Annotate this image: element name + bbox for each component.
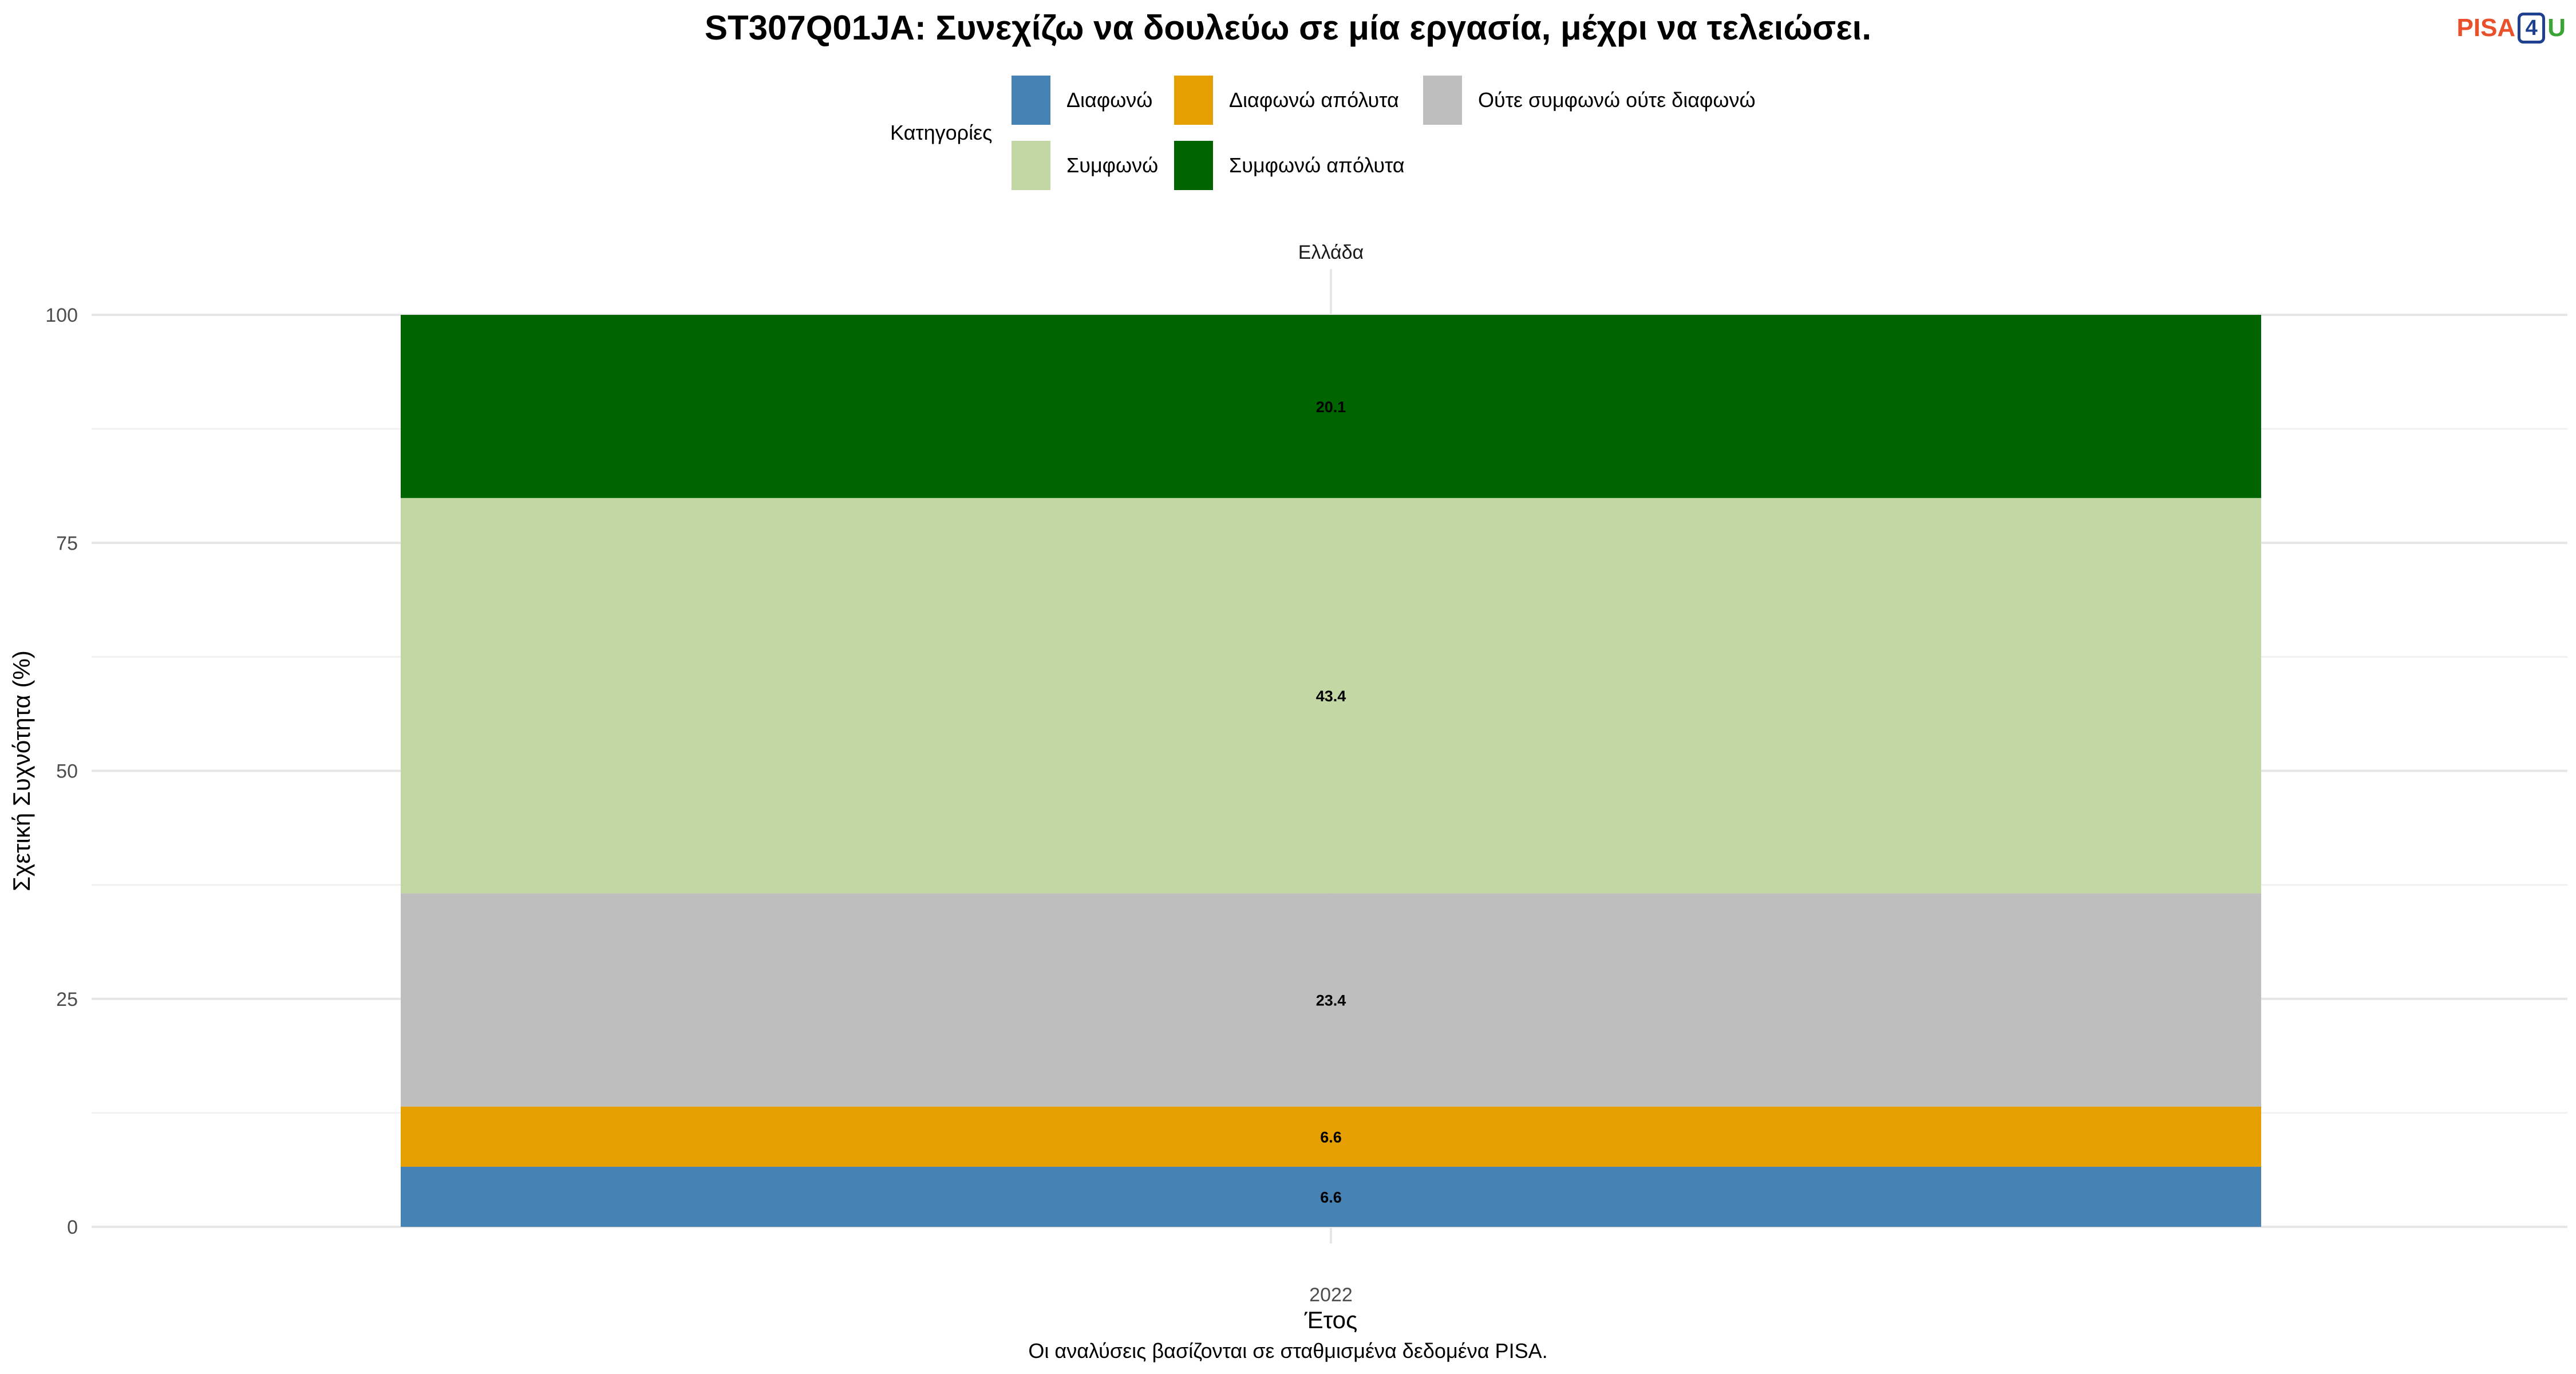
y-tick-label: 25 [56,989,78,1010]
chart-title: ST307Q01JA: Συνεχίζω να δουλεύω σε μία ε… [704,9,1872,47]
legend-label-strongly-disagree: Διαφωνώ απόλυτα [1229,88,1399,112]
legend-key-disagree [1012,76,1050,125]
y-tick-label: 100 [45,305,78,326]
legend-label-agree: Συμφωνώ [1066,153,1159,177]
y-axis-title: Σχετική Συχνότητα (%) [8,650,35,891]
legend-key-neutral [1423,76,1462,125]
data-label-strongly-disagree: 6.6 [1320,1128,1342,1146]
logo-u-text: U [2547,14,2566,42]
legend-item-strongly-agree: Συμφωνώ απόλυτα [1174,141,1405,190]
y-tick-label: 50 [56,761,78,783]
data-label-neutral: 23.4 [1316,992,1346,1009]
logo-pisa-text: PISA [2456,14,2516,42]
pisa4u-logo: PISA 4 U [2457,8,2566,48]
legend-label-neutral: Ούτε συμφωνώ ούτε διαφωνώ [1478,88,1756,112]
bar-segment-strongly-agree [401,315,2261,498]
legend-key-strongly-disagree [1174,76,1213,125]
y-tick-label: 75 [56,532,78,554]
x-tick-label: 2022 [1309,1284,1353,1306]
bar-segment-disagree [401,1166,2261,1227]
logo-four-box: 4 [2518,13,2546,44]
caption: Οι αναλύσεις βασίζονται σε σταθμισμένα δ… [1028,1339,1548,1363]
data-label-strongly-agree: 20.1 [1316,398,1346,416]
bar-segment-neutral [401,893,2261,1107]
legend-key-agree [1012,141,1050,190]
bar-segment-agree [401,498,2261,894]
legend-item-disagree: Διαφωνώ [1012,76,1152,125]
bar-segment-strongly-disagree [401,1106,2261,1167]
legend-title: Κατηγορίες [890,121,993,144]
legend-item-agree: Συμφωνώ [1012,141,1158,190]
data-label-agree: 43.4 [1316,688,1346,705]
legend: Διαφωνώ Διαφωνώ απόλυτα Ούτε συμφωνώ ούτ… [1012,76,1927,190]
x-axis-title: Έτος [1304,1306,1358,1333]
y-tick-label: 0 [67,1217,78,1238]
legend-item-strongly-disagree: Διαφωνώ απόλυτα [1174,76,1399,125]
legend-label-disagree: Διαφωνώ [1066,88,1153,112]
data-label-disagree: 6.6 [1320,1189,1342,1206]
legend-key-strongly-agree [1174,141,1213,190]
legend-label-strongly-agree: Συμφωνώ απόλυτα [1229,153,1405,177]
facet-label: Ελλάδα [1298,242,1364,263]
legend-item-neutral: Ούτε συμφωνώ ούτε διαφωνώ [1423,76,1756,125]
